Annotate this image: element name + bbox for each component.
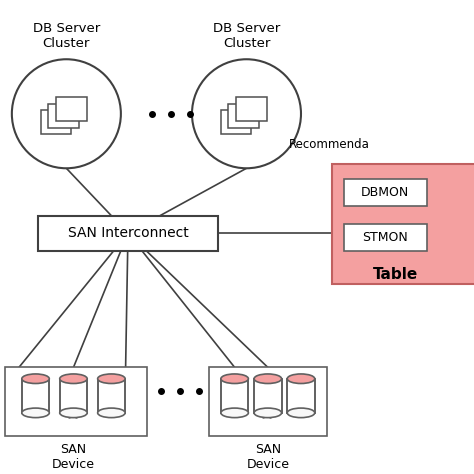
Text: SAN Interconnect: SAN Interconnect [68, 226, 188, 240]
Ellipse shape [254, 408, 282, 418]
Ellipse shape [60, 374, 87, 383]
Bar [221, 110, 251, 134]
Ellipse shape [221, 408, 248, 418]
Bar [60, 379, 87, 413]
Circle shape [12, 59, 121, 168]
Circle shape [192, 59, 301, 168]
Ellipse shape [22, 408, 49, 418]
Bar [5, 367, 147, 436]
Text: STMON: STMON [362, 231, 408, 244]
Bar [38, 216, 218, 251]
Text: SAN
Device: SAN Device [52, 443, 95, 471]
Text: DBMON: DBMON [361, 186, 409, 199]
Ellipse shape [98, 374, 125, 383]
Bar [344, 224, 427, 251]
Bar [287, 379, 315, 413]
Text: DB Server
Cluster: DB Server Cluster [33, 22, 100, 50]
Bar [98, 379, 125, 413]
Ellipse shape [22, 374, 49, 383]
Ellipse shape [98, 408, 125, 418]
Bar [228, 104, 259, 128]
Bar [56, 97, 86, 121]
Bar [236, 97, 266, 121]
Bar [41, 110, 72, 134]
Bar [48, 104, 79, 128]
Text: Recommenda: Recommenda [289, 138, 370, 151]
Ellipse shape [60, 408, 87, 418]
Bar [344, 179, 427, 206]
Ellipse shape [287, 408, 315, 418]
Text: DB Server
Cluster: DB Server Cluster [213, 22, 280, 50]
Bar [209, 367, 327, 436]
Bar [254, 379, 282, 413]
Text: Table: Table [373, 267, 419, 283]
Ellipse shape [287, 374, 315, 383]
Ellipse shape [254, 374, 282, 383]
Bar [22, 379, 49, 413]
Bar [221, 379, 248, 413]
Bar [332, 164, 474, 284]
Text: SAN
Device: SAN Device [246, 443, 289, 471]
Ellipse shape [221, 374, 248, 383]
